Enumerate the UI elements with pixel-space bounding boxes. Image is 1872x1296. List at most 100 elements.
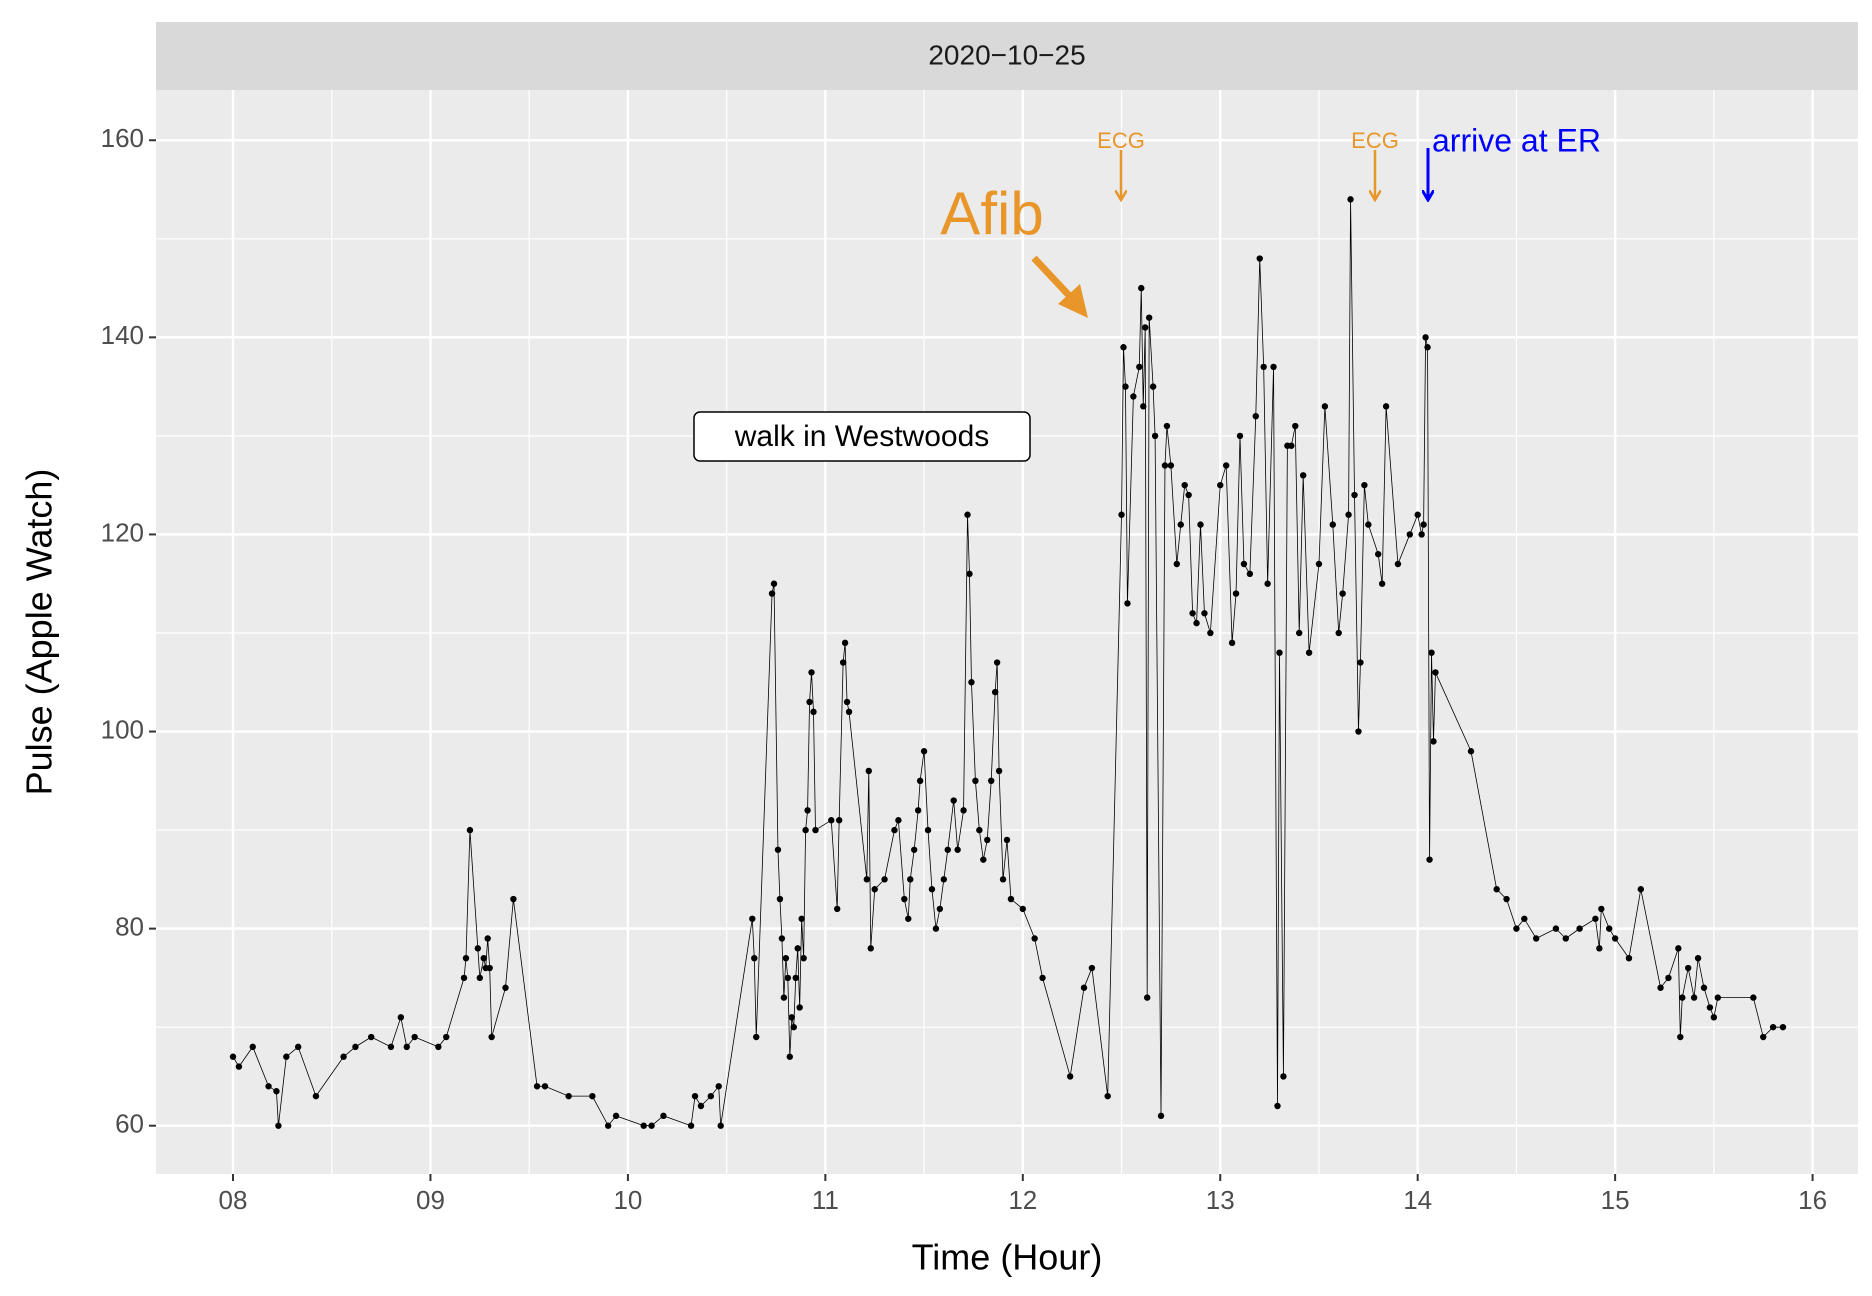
pulse-point: [1039, 974, 1046, 982]
pulse-point: [352, 1043, 359, 1051]
pulse-point: [1710, 1014, 1718, 1021]
pulse-point: [995, 767, 1003, 775]
pulse-point: [845, 708, 853, 716]
pulse-point: [1562, 935, 1569, 942]
y-tick-label: 140: [101, 320, 144, 350]
pulse-point: [865, 767, 872, 775]
strip: [156, 22, 1858, 90]
pulse-point: [1066, 1073, 1074, 1080]
pulse-point: [968, 679, 975, 686]
x-tick-label: 09: [416, 1185, 445, 1215]
x-tick-label: 08: [219, 1185, 248, 1215]
pulse-point: [265, 1083, 272, 1090]
pulse-point: [717, 1122, 724, 1129]
pulse-point: [928, 886, 936, 893]
pulse-point: [1657, 984, 1664, 991]
pulse-point: [944, 846, 951, 853]
pulse-point: [841, 639, 849, 647]
pulse-point: [1080, 984, 1088, 991]
pulse-point: [443, 1033, 450, 1041]
pulse-point: [950, 797, 957, 804]
pulse-point: [1706, 1004, 1714, 1011]
x-axis-title: Time (Hour): [912, 1237, 1103, 1278]
pulse-point: [1003, 836, 1011, 844]
pulse-point: [1675, 945, 1682, 952]
er-label: arrive at ER: [1432, 122, 1601, 158]
pulse-point: [1414, 511, 1421, 518]
pulse-point: [640, 1122, 647, 1129]
pulse-point: [1130, 393, 1137, 400]
pulse-point: [1280, 1073, 1287, 1080]
pulse-point: [1197, 521, 1204, 528]
pulse-point: [604, 1122, 612, 1129]
pulse-point: [1163, 422, 1171, 430]
pulse-point: [828, 817, 835, 824]
x-tick-label: 13: [1206, 1185, 1235, 1215]
pulse-point: [1700, 984, 1708, 991]
pulse-point: [891, 826, 898, 834]
pulse-point: [1122, 383, 1129, 390]
marks: [229, 196, 1787, 1129]
pulse-point: [235, 1063, 243, 1070]
pulse-point: [1236, 432, 1244, 440]
pulse-point: [964, 511, 971, 518]
strip-label: 2020−10−25: [928, 39, 1085, 70]
pulse-point: [1149, 383, 1157, 390]
pulse-point: [980, 856, 987, 863]
pulse-point: [1355, 728, 1362, 735]
pulse-point: [411, 1033, 418, 1041]
pulse-point: [1185, 491, 1192, 499]
pulse-point: [1189, 610, 1196, 617]
pulse-point: [1181, 481, 1188, 489]
pulse-point: [988, 777, 995, 785]
pulse-point: [753, 1033, 760, 1041]
pulse-point: [1677, 1033, 1684, 1041]
pulse-point: [1288, 442, 1295, 449]
label-box: [693, 411, 1031, 462]
pulse-point: [786, 1053, 794, 1060]
pulse-point: [462, 954, 470, 962]
pulse-point: [1576, 925, 1583, 932]
y-tick-label: 60: [115, 1109, 144, 1139]
pulse-point: [1019, 905, 1026, 913]
pulse-point: [697, 1102, 705, 1110]
pulse-point: [486, 964, 493, 972]
pulse-point: [905, 915, 912, 922]
pulse-point: [312, 1092, 320, 1100]
pulse-point: [283, 1053, 290, 1060]
pulse-point: [1424, 344, 1431, 351]
x-tick-label: 12: [1008, 1185, 1037, 1215]
x-tick-label: 14: [1403, 1185, 1432, 1215]
pulse-point: [770, 580, 778, 587]
pulse-point: [800, 954, 807, 962]
pulse-point: [1347, 196, 1354, 203]
pulse-point: [914, 807, 922, 814]
pulse-point: [960, 807, 967, 814]
pulse-point: [972, 777, 979, 785]
pulse-point: [340, 1053, 347, 1060]
pulse-point: [1264, 580, 1271, 587]
pulse-point: [782, 954, 790, 962]
pulse-line: [232, 199, 1783, 1127]
pulse-point: [1260, 363, 1267, 371]
afib-arrowhead: [1058, 284, 1088, 318]
pulse-point: [1151, 432, 1159, 440]
pulse-point: [1142, 324, 1149, 331]
pulse-point: [932, 925, 940, 932]
pulse-point: [920, 748, 928, 755]
pulse-point: [435, 1043, 442, 1051]
pulse-point: [1228, 639, 1236, 647]
pulse-point: [1606, 925, 1613, 932]
pulse-point: [1246, 570, 1254, 578]
pulse-point: [1750, 994, 1757, 1001]
pulse-point: [871, 886, 878, 893]
pulse-point: [1140, 403, 1147, 410]
pulse-point: [1684, 964, 1692, 972]
pulse-point: [808, 669, 815, 676]
pulse-point: [999, 876, 1007, 883]
pulse-point: [1625, 954, 1633, 962]
pulse-point: [1276, 649, 1283, 656]
pulse-point: [1177, 521, 1184, 528]
pulse-point: [751, 954, 758, 962]
